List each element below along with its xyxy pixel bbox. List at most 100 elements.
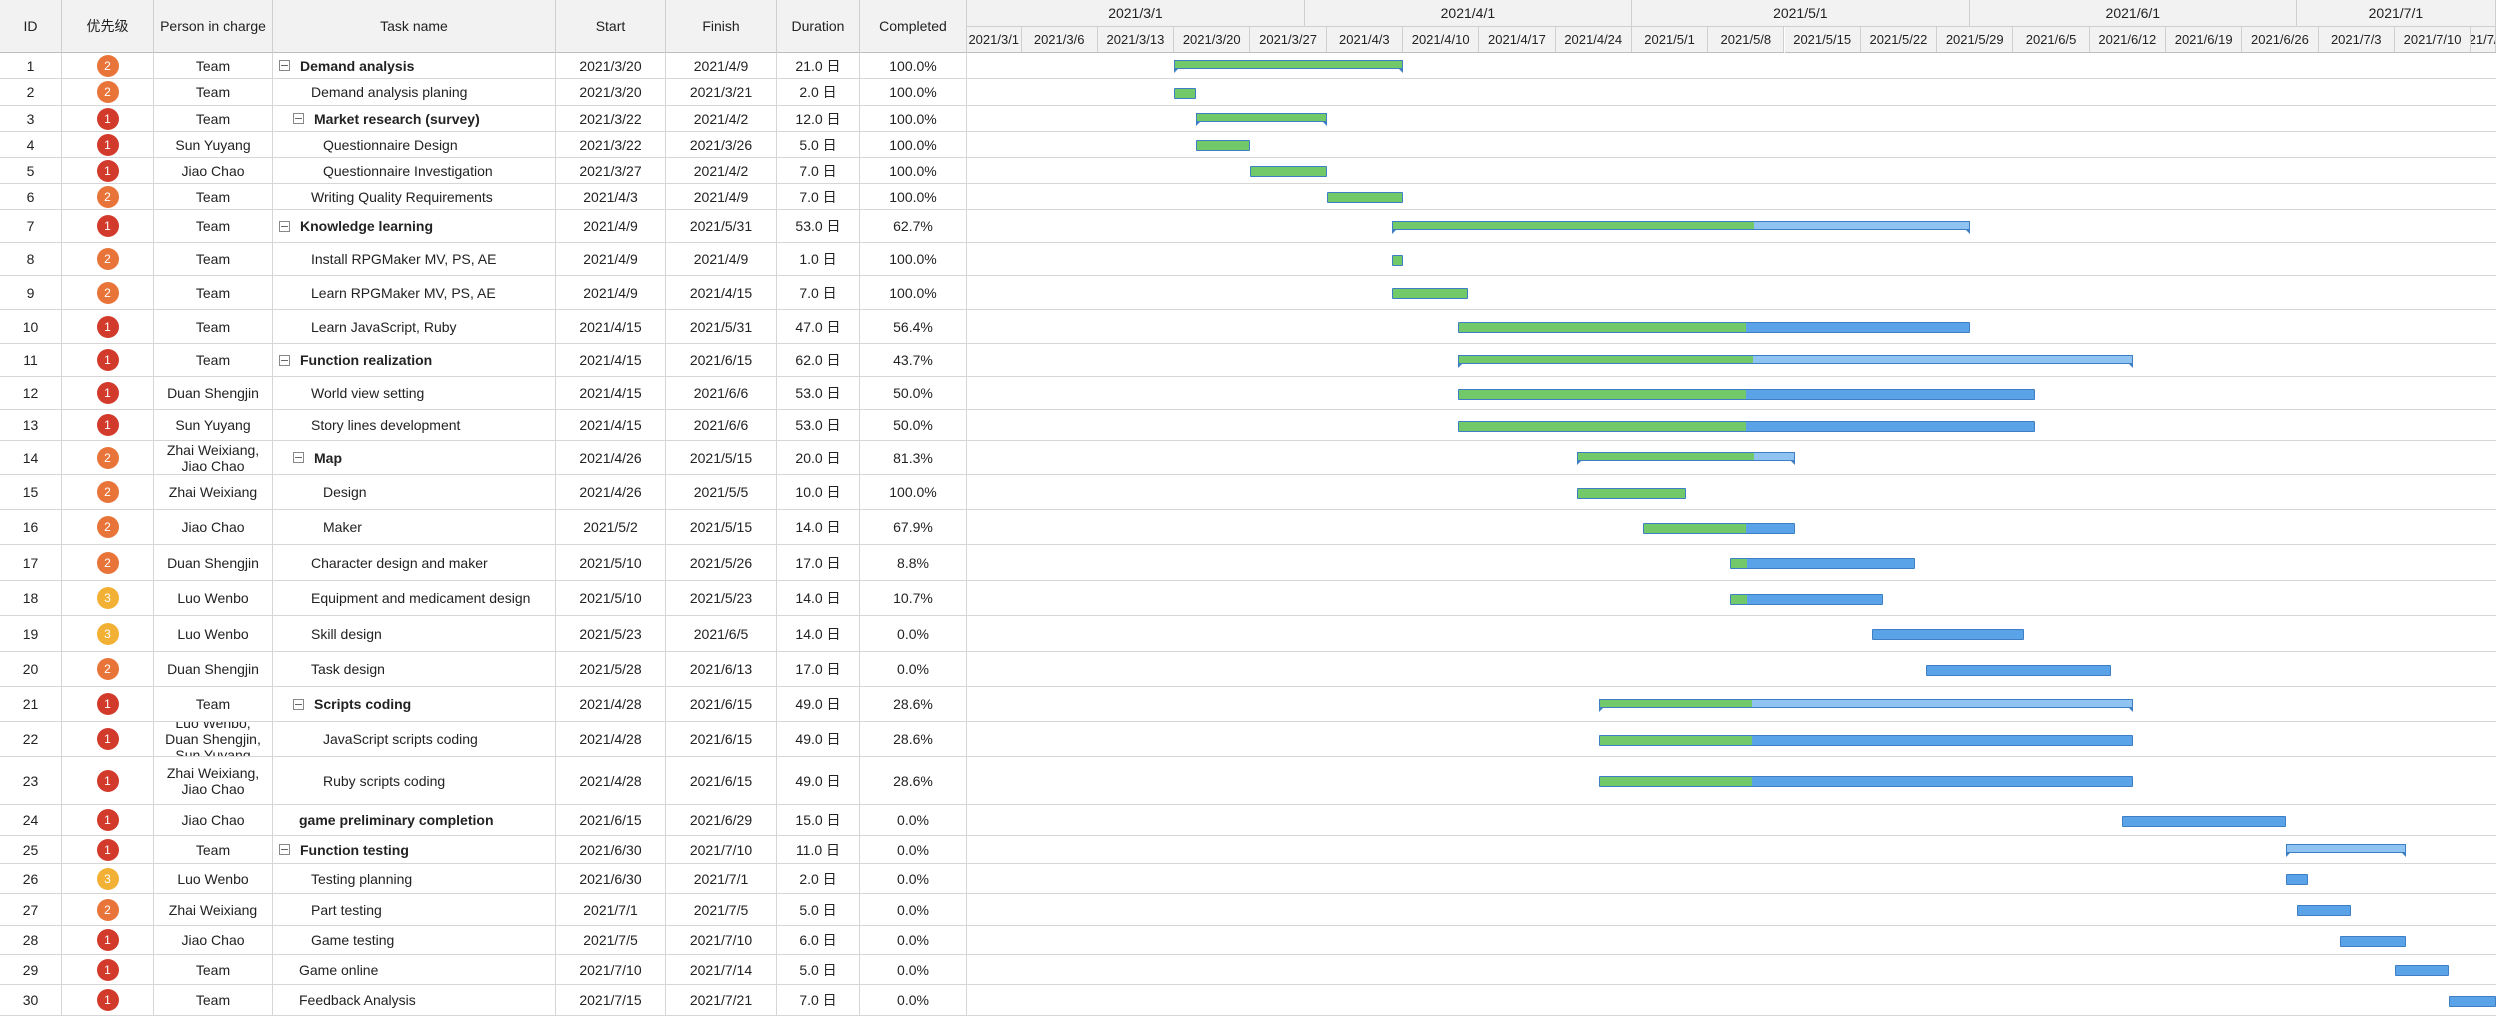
col-header-priority[interactable]: 优先级: [62, 0, 154, 53]
person-cell: Jiao Chao: [154, 805, 273, 836]
task-bar[interactable]: [1195, 140, 1251, 151]
summary-bar[interactable]: [1457, 355, 2134, 368]
task-bar[interactable]: [1730, 594, 1883, 605]
id-cell: 20: [0, 652, 62, 687]
gantt-row: [967, 79, 2496, 106]
priority-cell: 1: [62, 985, 154, 1016]
finish-cell: 2021/6/15: [666, 687, 777, 722]
collapse-icon[interactable]: [279, 354, 290, 366]
finish-cell: 2021/6/15: [666, 757, 777, 805]
start-cell: 2021/4/3: [556, 184, 666, 210]
task-name-cell: Task design: [273, 652, 556, 687]
task-bar[interactable]: [1730, 558, 1916, 569]
task-name: JavaScript scripts coding: [323, 731, 478, 747]
start-cell: 2021/5/10: [556, 545, 666, 581]
gantt-row: [967, 310, 2496, 344]
person-cell: Jiao Chao: [154, 158, 273, 184]
task-bar[interactable]: [1599, 735, 2134, 746]
duration-cell: 5.0 日: [777, 955, 860, 985]
start-cell: 2021/7/5: [556, 926, 666, 955]
gantt-row: [967, 344, 2496, 377]
start-cell: 2021/4/28: [556, 757, 666, 805]
col-header-person[interactable]: Person in charge: [154, 0, 273, 53]
col-header-finish[interactable]: Finish: [666, 0, 777, 53]
col-header-task-name[interactable]: Task name: [273, 0, 556, 53]
timeline-week: 2021/5/22: [1860, 27, 1938, 53]
summary-bar[interactable]: [1174, 60, 1403, 73]
priority-cell: 3: [62, 616, 154, 652]
task-bar[interactable]: [1642, 523, 1796, 534]
summary-bar[interactable]: [1392, 221, 1970, 234]
collapse-icon[interactable]: [293, 113, 304, 124]
task-bar[interactable]: [2449, 996, 2496, 1007]
task-name-cell: Learn RPGMaker MV, PS, AE: [273, 276, 556, 310]
priority-badge: 2: [96, 81, 119, 103]
task-bar[interactable]: [1392, 288, 1469, 299]
col-header-completed[interactable]: Completed: [860, 0, 967, 53]
task-name-cell: Questionnaire Investigation: [273, 158, 556, 184]
summary-bar[interactable]: [1577, 452, 1796, 465]
timeline-week: 2021/6/5: [2013, 27, 2090, 53]
task-bar[interactable]: [2285, 874, 2308, 885]
person-cell: Sun Yuyang: [154, 132, 273, 158]
task-bar[interactable]: [1871, 629, 2025, 640]
task-bar[interactable]: [1250, 166, 1327, 177]
priority-badge: 2: [96, 248, 119, 270]
start-cell: 2021/4/15: [556, 410, 666, 441]
start-cell: 2021/3/20: [556, 53, 666, 79]
collapse-icon[interactable]: [293, 452, 304, 463]
task-bar[interactable]: [1577, 488, 1687, 499]
collapse-icon[interactable]: [279, 844, 290, 855]
col-header-id[interactable]: ID: [0, 0, 62, 53]
person-cell: Team: [154, 276, 273, 310]
priority-badge: 1: [96, 728, 119, 750]
task-bar[interactable]: [1457, 421, 2036, 432]
finish-cell: 2021/6/5: [666, 616, 777, 652]
task-bar[interactable]: [2394, 965, 2450, 976]
col-header-start[interactable]: Start: [556, 0, 666, 53]
task-bar[interactable]: [2122, 816, 2286, 827]
duration-cell: 7.0 日: [777, 276, 860, 310]
id-cell: 13: [0, 410, 62, 441]
task-bar[interactable]: [2296, 905, 2352, 916]
summary-bar[interactable]: [1195, 113, 1327, 126]
collapse-icon[interactable]: [279, 60, 290, 71]
task-name-cell: Game online: [273, 955, 556, 985]
start-cell: 2021/4/28: [556, 722, 666, 757]
start-cell: 2021/3/27: [556, 158, 666, 184]
priority-cell: 1: [62, 210, 154, 243]
task-bar[interactable]: [1926, 665, 2112, 676]
id-cell: 5: [0, 158, 62, 184]
finish-cell: 2021/6/6: [666, 410, 777, 441]
id-cell: 21: [0, 687, 62, 722]
gantt-row: [967, 158, 2496, 184]
priority-cell: 1: [62, 757, 154, 805]
priority-badge: 3: [96, 622, 119, 645]
id-cell: 18: [0, 581, 62, 616]
person-cell: Sun Yuyang: [154, 410, 273, 441]
task-bar[interactable]: [1457, 322, 1970, 333]
summary-bar[interactable]: [2285, 844, 2406, 857]
task-bar[interactable]: [2340, 936, 2406, 947]
task-bar[interactable]: [1457, 389, 2036, 400]
task-bar[interactable]: [1392, 255, 1403, 266]
priority-badge: 1: [96, 693, 119, 715]
summary-bar[interactable]: [1599, 699, 2134, 712]
task-bar[interactable]: [1326, 192, 1403, 203]
finish-cell: 2021/4/9: [666, 243, 777, 276]
gantt-row: [967, 805, 2496, 836]
col-header-duration[interactable]: Duration: [777, 0, 860, 53]
person-cell: Luo Wenbo, Duan Shengjin, Sun Yuyang: [154, 722, 273, 757]
task-name: Task design: [311, 661, 385, 677]
start-cell: 2021/5/23: [556, 616, 666, 652]
gantt-row: [967, 377, 2496, 410]
finish-cell: 2021/5/26: [666, 545, 777, 581]
duration-cell: 7.0 日: [777, 158, 860, 184]
priority-badge: 1: [96, 769, 119, 792]
id-cell: 22: [0, 722, 62, 757]
collapse-icon[interactable]: [279, 220, 290, 232]
task-bar[interactable]: [1174, 88, 1196, 99]
person-cell: Zhai Weixiang: [154, 475, 273, 510]
collapse-icon[interactable]: [293, 698, 304, 710]
task-bar[interactable]: [1599, 776, 2134, 787]
